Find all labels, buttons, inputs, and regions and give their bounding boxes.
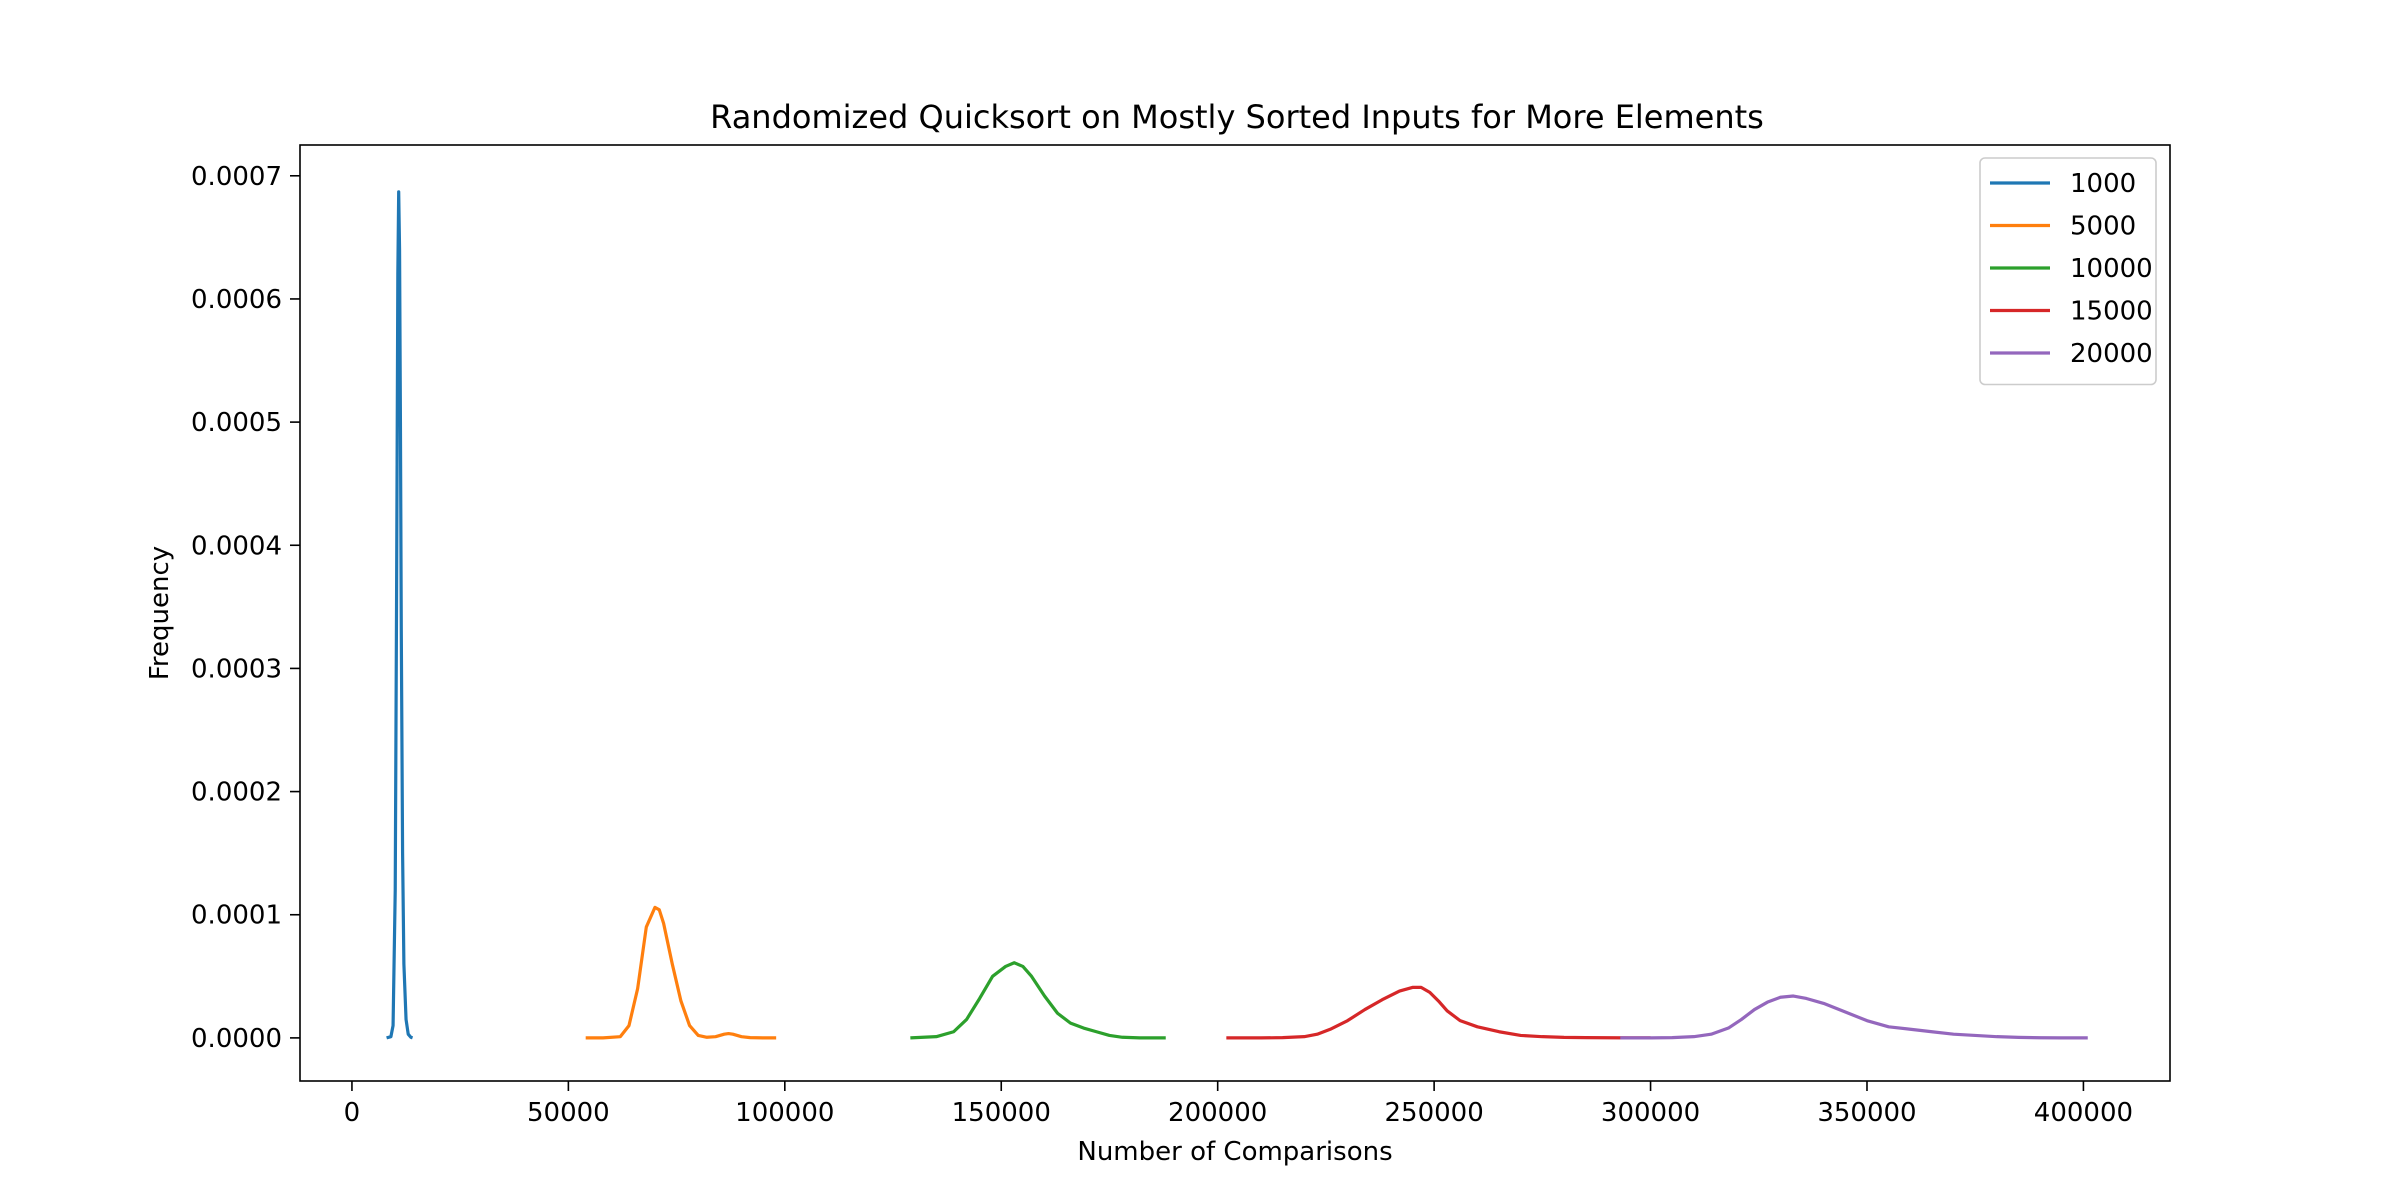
y-tick-label: 0.0002	[191, 778, 282, 808]
x-axis: 0 50000 100000 150000 200000 250000 300000 3500…	[344, 1081, 2133, 1128]
y-tick-label: 0.0006	[191, 285, 282, 315]
chart-title: Randomized Quicksort on Mostly Sorted In…	[710, 98, 1764, 136]
series-layer	[386, 190, 2088, 1040]
x-tick-label: 350000	[1817, 1098, 1916, 1128]
x-tick-label: 250000	[1384, 1098, 1483, 1128]
legend-entry-label: 20000	[2070, 339, 2153, 369]
legend-box	[1979, 157, 2157, 386]
y-axis: 0.0000 0.0001 0.0002 0.0003 0.0004 0.0005 0.00…	[191, 162, 300, 1054]
x-axis-label: Number of Comparisons	[1077, 1137, 1392, 1167]
legend-entry-label: 10000	[2070, 254, 2153, 284]
y-axis-label: Frequency	[145, 546, 175, 680]
x-tick-label: 400000	[2034, 1098, 2133, 1128]
x-tick-label: 300000	[1601, 1098, 1700, 1128]
legend: 1000 5000 10000 15000 20000	[1979, 157, 2157, 386]
x-tick-label: 200000	[1168, 1098, 1267, 1128]
series-line-5000	[585, 905, 777, 1040]
series-line-1000	[386, 190, 414, 1040]
y-tick-label: 0.0003	[191, 654, 282, 684]
x-tick-label: 0	[344, 1098, 361, 1128]
x-tick-label: 50000	[527, 1098, 610, 1128]
legend-entry-label: 5000	[2070, 212, 2136, 242]
y-tick-label: 0.0004	[191, 531, 282, 561]
y-tick-label: 0.0001	[191, 901, 282, 931]
x-tick-label: 150000	[952, 1098, 1051, 1128]
legend-entry-label: 15000	[2070, 297, 2153, 327]
plot-frame	[299, 144, 2171, 1082]
series-line-10000	[910, 961, 1166, 1040]
series-line-20000	[1620, 994, 2088, 1040]
y-tick-label: 0.0005	[191, 408, 282, 438]
x-tick-label: 100000	[735, 1098, 834, 1128]
series-line-15000	[1226, 985, 1651, 1040]
y-tick-label: 0.0007	[191, 162, 282, 192]
legend-entry-label: 1000	[2070, 169, 2136, 199]
y-tick-label: 0.0000	[191, 1024, 282, 1054]
